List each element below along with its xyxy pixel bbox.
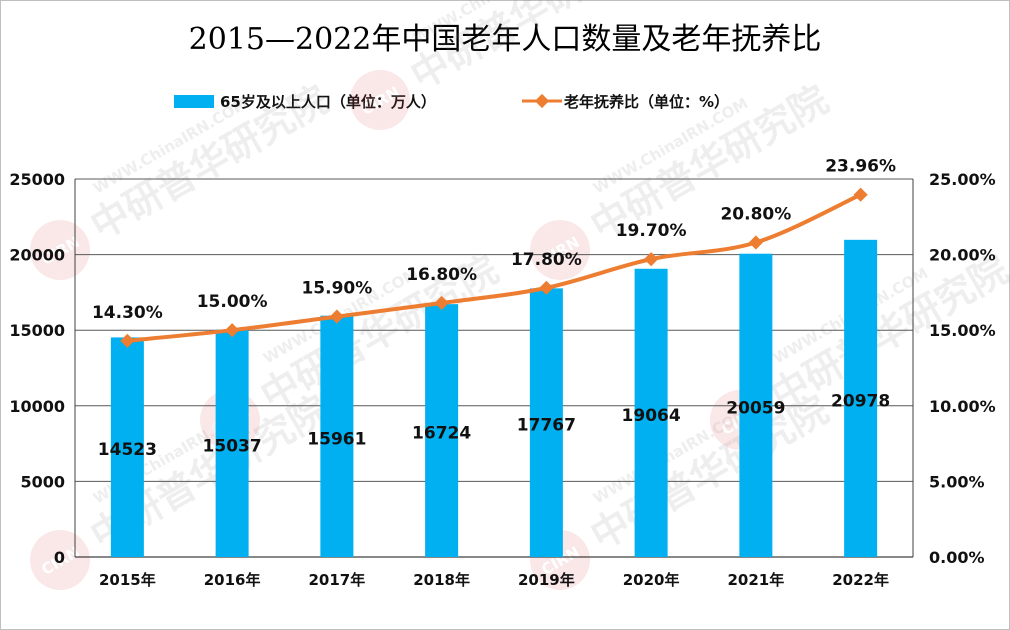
bar-data-label: 15961 (307, 429, 366, 449)
legend-line-swatch (522, 93, 562, 109)
line-point (853, 187, 868, 202)
line-series: 14.30% 15.00% 15.90% 16.80% 17.80% 19.70% 20.8… (92, 157, 896, 348)
bar (634, 268, 668, 557)
y-right-tick-label: 10.00% (929, 397, 996, 416)
series-line (127, 192, 862, 343)
x-tick-label: 2015年 (99, 571, 156, 589)
y-right-tick-label: 20.00% (929, 246, 996, 265)
watermark-logo-circle (350, 70, 410, 130)
bar-data-label: 17767 (517, 416, 576, 436)
y-right-tick-label: 25.00% (929, 170, 996, 189)
legend-label-ratio: 老年抚养比（单位：%） (564, 92, 730, 111)
line-data-label: 19.70% (616, 221, 687, 241)
x-tick-label: 2016年 (204, 571, 261, 589)
line-data-label: 16.80% (406, 265, 477, 285)
x-tick-label: 2021年 (728, 571, 785, 589)
y-left-tick-label: 25000 (9, 170, 65, 189)
line-point (120, 333, 135, 348)
legend-label-population: 65岁及以上人口（单位：万人） (220, 92, 436, 111)
line-point (644, 252, 659, 267)
bar-data-label: 16724 (412, 424, 471, 444)
y-left-tick-label: 15000 (9, 321, 65, 340)
bar (110, 337, 144, 557)
bar (844, 239, 878, 558)
watermark-text-cn: 中研普华研究院 (83, 77, 335, 248)
bar-data-label: 20059 (726, 398, 785, 418)
y-right-tick-label: 15.00% (929, 321, 996, 340)
line-point (748, 235, 763, 250)
x-tick-label: 2017年 (309, 571, 366, 589)
y-right-tick-label: 5.00% (929, 472, 985, 491)
legend-item-population: 65岁及以上人口（单位：万人） (174, 91, 436, 111)
line-data-label: 15.90% (301, 279, 372, 299)
line-point (329, 309, 344, 324)
y-left-tick-label: 20000 (9, 246, 65, 265)
bar-data-label: 15037 (203, 436, 262, 456)
line-data-label: 14.30% (92, 303, 163, 323)
bar (739, 253, 773, 557)
axes: 0 5000 10000 15000 20000 25000 0.00% 5.00% 10.00… (9, 170, 995, 589)
bar (215, 329, 249, 557)
bar (529, 288, 563, 557)
y-left-tick-label: 5000 (20, 472, 65, 491)
x-tick-label: 2019年 (518, 571, 575, 589)
bar (425, 304, 459, 557)
y-left-tick-label: 0 (54, 548, 65, 567)
chart-title: 2015—2022年中国老年人口数量及老年抚养比 (188, 22, 822, 57)
x-tick-label: 2022年 (832, 571, 889, 589)
bar-series: 14523 15037 15961 16724 17767 19064 20059 20978 (98, 239, 890, 558)
watermark-logo-circle (530, 220, 590, 280)
line-data-label: 23.96% (825, 157, 896, 177)
line-point (434, 295, 449, 311)
line-data-label: 20.80% (720, 205, 791, 225)
line-point (539, 280, 554, 295)
line-data-label: 15.00% (197, 292, 268, 312)
x-tick-label: 2018年 (413, 571, 470, 589)
bar-data-label: 20978 (831, 391, 890, 411)
line-point (225, 323, 240, 338)
y-left-tick-label: 10000 (9, 397, 65, 416)
x-tick-label: 2020年 (623, 571, 680, 589)
legend-bar-swatch (174, 94, 214, 108)
bar (320, 315, 354, 557)
bar-data-label: 19064 (622, 406, 681, 426)
bar-data-label: 14523 (98, 440, 157, 460)
legend-item-ratio: 老年抚养比（单位：%） (520, 91, 729, 111)
line-data-label: 17.80% (511, 250, 582, 270)
y-right-tick-label: 0.00% (929, 548, 985, 567)
